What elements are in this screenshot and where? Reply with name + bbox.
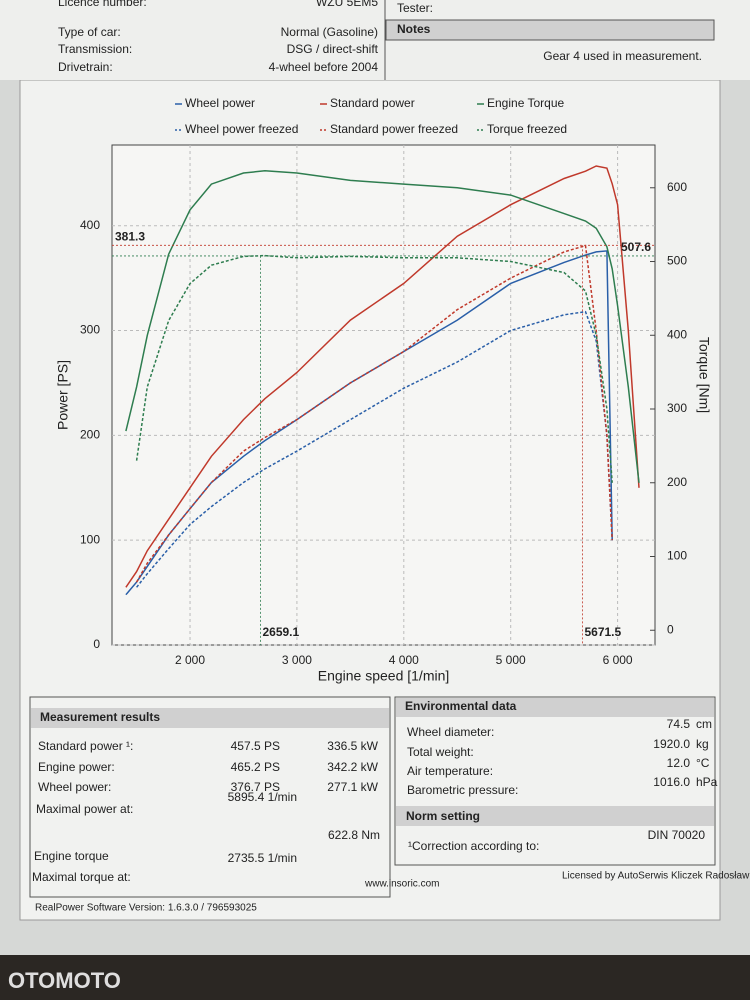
footer: www.insoric.com: [364, 879, 439, 890]
result-ps: 376.7 PS: [231, 780, 280, 794]
env-label: Air temperature:: [407, 764, 493, 778]
plot-area: [111, 144, 656, 646]
result-kw: 342.2 kW: [327, 760, 378, 774]
y2-tick-label: 400: [667, 327, 687, 341]
norm-value: DIN 70020: [648, 828, 706, 842]
section-title: Measurement results: [40, 710, 160, 724]
result-label: Maximal torque at:: [32, 870, 131, 884]
env-label: Barometric pressure:: [407, 783, 518, 797]
x-tick-label: 5 000: [496, 653, 526, 667]
y-tick-label: 400: [80, 218, 100, 232]
section-title: Notes: [397, 22, 431, 36]
legend-label: Standard power: [330, 96, 415, 110]
env-value: 1920.0: [653, 737, 690, 751]
value: Normal (Gasoline): [281, 25, 378, 39]
y2-tick-label: 300: [667, 401, 687, 415]
env-unit: hPa: [696, 775, 718, 789]
env-value: 1016.0: [653, 775, 690, 789]
label: Tester:: [397, 1, 433, 15]
result-value: 2735.5 1/min: [228, 851, 297, 865]
y-tick-label: 0: [93, 637, 100, 651]
line: [125, 165, 640, 588]
env-unit: °C: [696, 756, 710, 770]
notes-bar: [385, 19, 715, 41]
x-tick-label: 3 000: [282, 653, 312, 667]
legend-label: Wheel power: [185, 96, 255, 110]
label: Licence number:: [58, 0, 147, 9]
result-label: Wheel power:: [38, 780, 111, 794]
line: [125, 170, 640, 483]
result-label: Standard power ¹:: [38, 739, 133, 753]
norm-bar: [396, 806, 714, 826]
marker-label: 381.3: [115, 229, 145, 243]
y-axis-label: Power [PS]: [55, 360, 71, 430]
value: 4-wheel before 2004: [269, 60, 379, 74]
result-kw: 277.1 kW: [327, 780, 378, 794]
env-value: 74.5: [667, 717, 691, 731]
env-label: Wheel diameter:: [407, 725, 494, 739]
result-ps: 457.5 PS: [231, 739, 280, 753]
marker-label: 2659.1: [262, 625, 299, 639]
y-tick-label: 100: [80, 532, 100, 546]
y-tick-label: 300: [80, 323, 100, 337]
line: [136, 310, 613, 588]
x-tick-label: 4 000: [389, 653, 419, 667]
marker-label: 507.6: [621, 240, 651, 254]
line: [135, 244, 613, 583]
legend-label: Standard power freezed: [330, 122, 458, 136]
x-tick-label: 6 000: [603, 653, 633, 667]
result-value: 5895.4 1/min: [228, 790, 297, 804]
legend-label: Torque freezed: [487, 122, 567, 136]
y2-tick-label: 600: [667, 180, 687, 194]
value: DSG / direct-shift: [287, 42, 379, 56]
x-tick-label: 2 000: [175, 653, 205, 667]
env-value: 12.0: [667, 756, 691, 770]
y2-tick-label: 100: [667, 549, 687, 563]
y2-tick-label: 0: [667, 622, 674, 636]
line: [135, 254, 613, 483]
legend-label: Engine Torque: [487, 96, 565, 110]
label: Type of car:: [58, 25, 121, 39]
result-value: 622.8 Nm: [328, 828, 380, 842]
notes: Gear 4 used in measurement.: [543, 49, 702, 63]
result-kw: 336.5 kW: [327, 739, 378, 753]
photo-edge: [0, 955, 750, 1000]
result-label: Engine torque: [34, 849, 109, 863]
section-title: Norm setting: [406, 809, 480, 823]
legend-label: Wheel power freezed: [185, 122, 298, 136]
norm-label: ¹Correction according to:: [408, 839, 539, 853]
result-label: Maximal power at:: [36, 802, 133, 816]
footer: RealPower Software Version: 1.6.3.0 / 79…: [35, 903, 257, 914]
result-ps: 465.2 PS: [231, 760, 280, 774]
env-box: [394, 696, 716, 866]
footer: Licensed by AutoSerwis Kliczek Radosław …: [562, 871, 750, 882]
y2-tick-label: 200: [667, 475, 687, 489]
y2-tick-label: 500: [667, 254, 687, 268]
env-unit: kg: [696, 737, 709, 751]
watermark: OTOMOTO: [8, 968, 121, 993]
label: Transmission:: [58, 42, 132, 56]
marker-label: 5671.5: [584, 625, 621, 639]
results-bar: [31, 708, 389, 728]
value: WZU 5EM5: [316, 0, 378, 9]
result-label: Engine power:: [38, 760, 115, 774]
env-bar: [396, 698, 714, 717]
y2-axis-label: Torque [Nm]: [696, 337, 712, 413]
y-tick-label: 200: [80, 428, 100, 442]
results-box: [29, 696, 391, 898]
label: Drivetrain:: [58, 60, 113, 74]
x-axis-label: Engine speed [1/min]: [318, 668, 450, 684]
env-unit: cm: [696, 717, 712, 731]
env-label: Total weight:: [407, 745, 474, 759]
section-title: Environmental data: [405, 699, 517, 713]
